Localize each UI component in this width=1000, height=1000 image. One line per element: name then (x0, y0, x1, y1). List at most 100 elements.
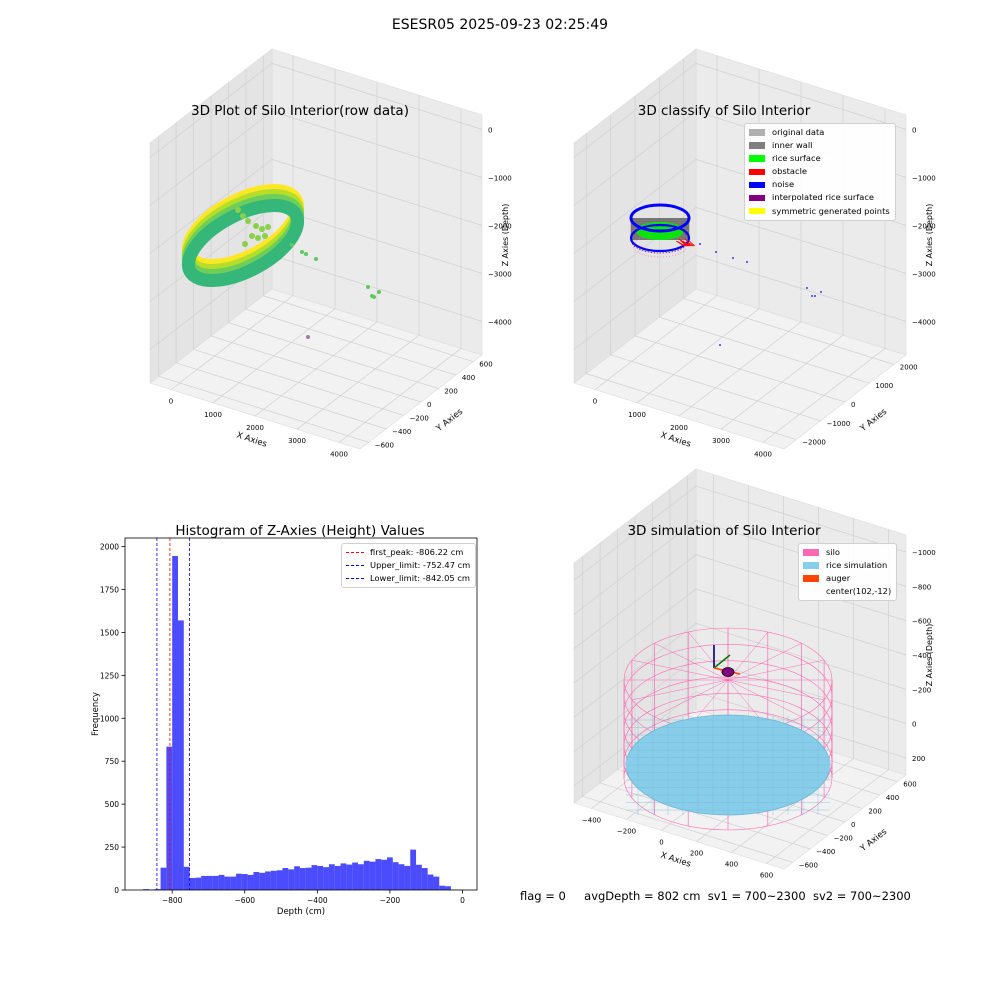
obstacle-mark (688, 240, 696, 247)
footer-flag: flag = 0 (520, 889, 566, 903)
figure-title: ESESR05 2025-09-23 02:25:49 (391, 17, 609, 33)
legend-line (346, 565, 364, 567)
z-axis-label: Z Axies (Depth) (501, 204, 510, 267)
raw-point (314, 257, 318, 261)
grid-line (573, 255, 907, 350)
silo-roof-spoke (631, 679, 729, 701)
raw-point (300, 250, 304, 254)
y-tick-label: 400 (462, 374, 475, 382)
legend-label: interpolated rice surface (772, 192, 875, 203)
y-tick-label: 0 (851, 821, 855, 829)
x-tick-label: 4000 (754, 450, 772, 458)
raw-point (304, 252, 308, 256)
histogram-bar (189, 877, 196, 890)
y-tick-label: −2000 (802, 439, 826, 447)
z-tick-label: 0 (488, 126, 492, 134)
x-tick-label: −400 (582, 817, 601, 825)
x-tick-label: 1000 (628, 411, 646, 419)
z-tick-label: −1000 (912, 549, 936, 557)
legend-swatch (803, 575, 819, 582)
x-axis-label: Depth (cm) (277, 907, 325, 917)
grid-line (573, 485, 907, 581)
legend-label: Lower_limit: -842.05 cm (370, 573, 470, 584)
histogram-bar (207, 875, 213, 890)
x-tick-label: 2000 (246, 424, 264, 432)
raw-point (259, 226, 265, 232)
silo-roof-spoke (727, 679, 802, 718)
raw-point (278, 238, 282, 242)
x-tick-label: 2000 (670, 424, 688, 432)
y-tick-label: 1000 (875, 382, 893, 390)
legend-entry-auger: auger (803, 572, 891, 585)
grid-line (296, 95, 420, 430)
y-tick-label: 0 (851, 401, 855, 409)
histogram-bar (183, 866, 190, 890)
raw-point (265, 224, 271, 230)
legend-entry-silo: silo (803, 546, 891, 559)
histogram-bar (236, 873, 242, 890)
legend-swatch (749, 168, 765, 176)
grid-line (193, 109, 404, 416)
raw-point (255, 235, 261, 241)
histogram-bar (427, 874, 434, 890)
grid-line (573, 691, 907, 787)
z-tick-label: 200 (912, 755, 925, 763)
z-tick-label: 0 (912, 721, 916, 729)
silo-roof-spoke (688, 631, 729, 681)
grid-line (170, 55, 294, 390)
x-tick-label: −400 (307, 896, 328, 905)
y-tick-label: −200 (410, 414, 429, 422)
raw-point (249, 233, 255, 239)
grid-line (573, 63, 907, 158)
obstacle-mark (681, 240, 690, 247)
noise-point (811, 295, 813, 297)
grid-line (634, 96, 846, 403)
obstacle-mark (686, 241, 694, 247)
legend-label: inner wall (772, 140, 813, 151)
silo-roof-spoke (654, 679, 729, 718)
histogram-bar (340, 863, 347, 890)
legend-entry-original-data: original data (749, 126, 890, 139)
histogram-bar (218, 874, 225, 890)
y-tick-label: −600 (799, 861, 818, 869)
histogram-bar (224, 876, 231, 890)
raw-point (372, 295, 376, 299)
grid-line (573, 588, 907, 684)
panel-raw-3d-plot: 01000200030004000−600−400−20002004006000… (149, 48, 512, 458)
grid-line (158, 136, 369, 443)
histogram-bar (212, 875, 219, 890)
histogram-bar (166, 746, 173, 890)
histogram-bar (381, 859, 388, 890)
raw-point (290, 243, 294, 247)
z-tick-label: −2000 (488, 222, 512, 230)
y-tick-label: 500 (105, 800, 120, 809)
legend-swatch (749, 142, 765, 149)
histogram-legend: first_peak: -806.22 cm Upper_limit: -752… (341, 543, 477, 589)
grid-line (175, 122, 387, 430)
z-axis-label: Z Axies (Depth) (925, 624, 934, 687)
simulation-legend: silo rice simulation auger center(102,-1… (798, 543, 898, 602)
x-tick-label: 0 (593, 398, 597, 406)
histogram-bar (299, 868, 306, 890)
grid-line (585, 133, 797, 440)
obstacle-mark (685, 242, 693, 247)
raw-point (262, 233, 268, 239)
grid-line (573, 657, 907, 752)
histogram-bar (201, 875, 208, 890)
legend-label: silo (826, 547, 841, 557)
raw-point (242, 241, 248, 247)
y-tick-label: 2000 (900, 363, 918, 371)
histogram-bar (439, 885, 446, 890)
x-tick-label: 4000 (330, 450, 348, 458)
obstacle-mark (678, 238, 687, 247)
raw-point (377, 290, 381, 294)
y-tick-label: 750 (105, 757, 120, 766)
grid-line (617, 529, 828, 836)
legend-line (346, 552, 364, 554)
histogram-bar (369, 861, 376, 890)
y-tick-label: 200 (868, 808, 881, 816)
x-tick-label: −600 (234, 896, 255, 905)
noise-point (699, 243, 701, 245)
z-tick-label: −800 (912, 583, 931, 591)
raw-point (235, 207, 241, 213)
